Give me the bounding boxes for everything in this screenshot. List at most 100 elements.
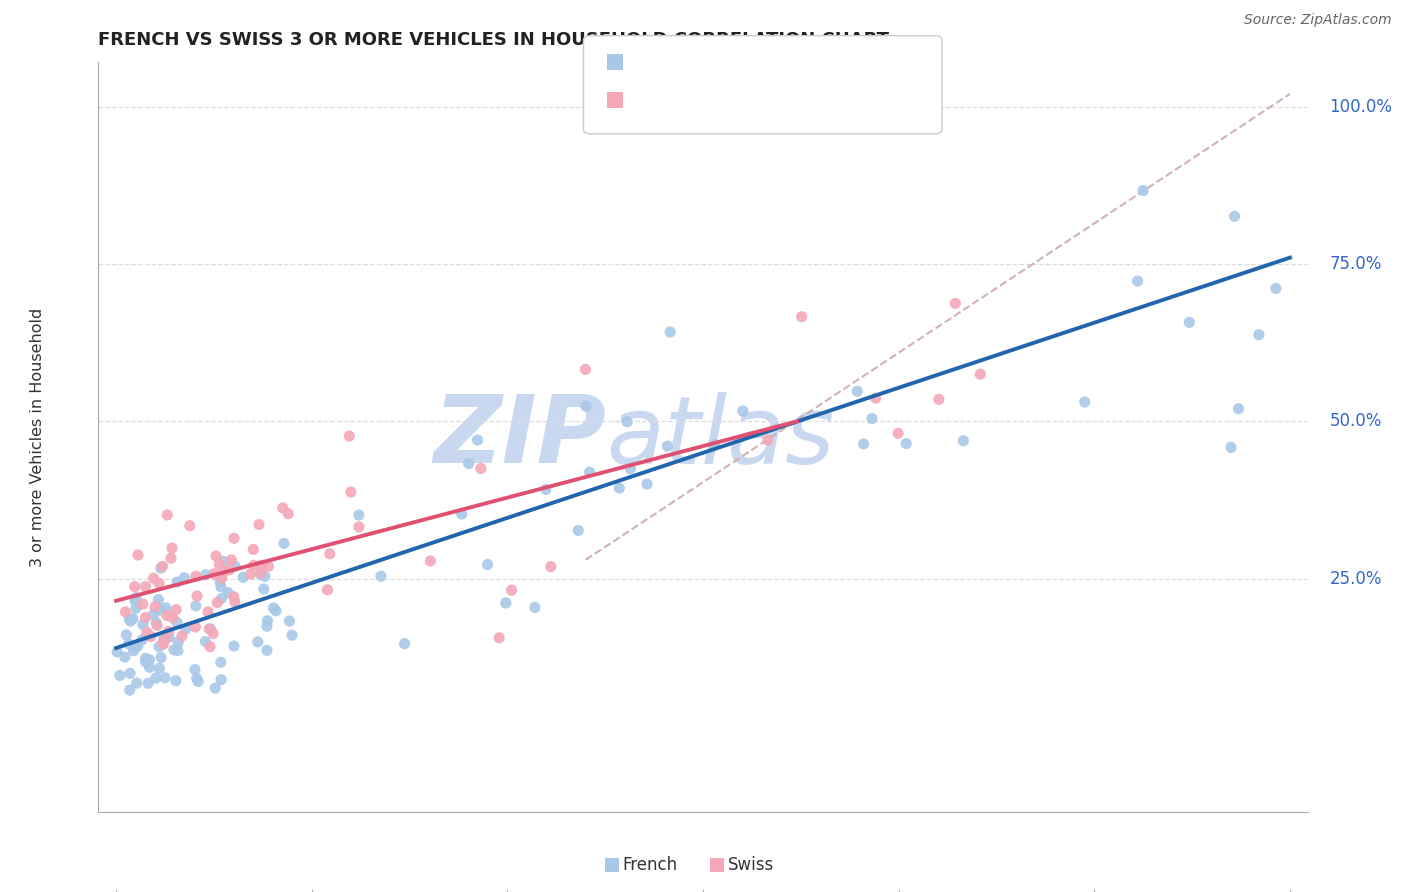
Point xyxy=(928,392,950,407)
Point xyxy=(153,671,176,685)
Text: 50.0%: 50.0% xyxy=(1329,412,1382,430)
Point xyxy=(118,637,141,651)
Point xyxy=(145,671,167,685)
Point xyxy=(253,582,276,596)
Point xyxy=(370,569,392,583)
Point xyxy=(122,612,145,626)
Point xyxy=(467,433,489,447)
Point xyxy=(534,483,557,497)
Point xyxy=(224,559,246,574)
Point xyxy=(457,457,479,471)
Point xyxy=(281,628,304,642)
Point xyxy=(209,580,232,594)
Point xyxy=(1220,441,1243,455)
Point xyxy=(1073,395,1095,409)
Point xyxy=(136,676,159,690)
Point xyxy=(263,601,285,615)
Text: FRENCH VS SWISS 3 OR MORE VEHICLES IN HOUSEHOLD CORRELATION CHART: FRENCH VS SWISS 3 OR MORE VEHICLES IN HO… xyxy=(98,31,890,49)
Point xyxy=(202,566,225,581)
Point xyxy=(118,612,141,626)
Point xyxy=(200,622,222,636)
Point xyxy=(105,645,128,659)
Point xyxy=(253,569,276,583)
Point xyxy=(114,605,136,619)
Point xyxy=(184,569,207,583)
Point xyxy=(162,611,184,625)
Point xyxy=(952,434,974,448)
Point xyxy=(575,399,598,413)
Point xyxy=(114,650,136,665)
Text: N =: N = xyxy=(778,91,817,109)
Text: Source: ZipAtlas.com: Source: ZipAtlas.com xyxy=(1244,13,1392,28)
Point xyxy=(160,551,183,566)
Point xyxy=(155,632,177,647)
Point xyxy=(118,683,141,698)
Point xyxy=(264,604,287,618)
Point xyxy=(477,558,499,572)
Point xyxy=(887,426,910,441)
Point xyxy=(160,541,183,556)
Point xyxy=(221,553,243,567)
Point xyxy=(194,567,217,582)
Point xyxy=(120,614,142,628)
Point xyxy=(148,576,170,591)
Point xyxy=(209,656,232,670)
Point xyxy=(211,571,233,585)
Text: 25.0%: 25.0% xyxy=(1329,570,1382,588)
Point xyxy=(246,635,269,649)
Point xyxy=(131,632,153,647)
Point xyxy=(249,567,271,582)
Point xyxy=(222,531,245,545)
Point xyxy=(139,630,162,644)
Point xyxy=(659,325,682,339)
Point xyxy=(142,571,165,585)
Point xyxy=(277,507,299,521)
Point xyxy=(271,500,294,515)
Point xyxy=(1223,210,1246,224)
Point xyxy=(222,590,245,604)
Point xyxy=(207,595,229,609)
Point xyxy=(616,415,638,429)
Point xyxy=(142,607,165,622)
Point xyxy=(619,461,641,475)
Point xyxy=(132,617,155,632)
Point xyxy=(152,559,174,574)
Point xyxy=(122,644,145,658)
Point xyxy=(249,566,271,580)
Point xyxy=(337,429,360,443)
Text: R =: R = xyxy=(652,91,692,109)
Point xyxy=(257,559,280,574)
Point xyxy=(340,485,363,500)
Point xyxy=(501,583,523,598)
Point xyxy=(256,614,278,628)
Point xyxy=(138,660,160,674)
Point xyxy=(209,673,232,687)
Point xyxy=(108,668,131,682)
Point xyxy=(607,481,630,495)
Point xyxy=(194,634,217,648)
Point xyxy=(347,520,370,534)
Point xyxy=(1126,274,1149,288)
Point xyxy=(790,310,813,324)
Point xyxy=(273,536,295,550)
Text: R =: R = xyxy=(652,54,692,71)
Point xyxy=(394,637,416,651)
Text: French: French xyxy=(623,856,678,874)
Point xyxy=(148,592,170,607)
Point xyxy=(419,554,441,568)
Point xyxy=(860,411,883,425)
Point xyxy=(149,603,172,617)
Point xyxy=(186,589,208,603)
Point xyxy=(208,558,231,572)
Point xyxy=(125,591,148,605)
Point xyxy=(540,559,562,574)
Point xyxy=(567,524,589,538)
Point xyxy=(152,630,174,644)
Point xyxy=(150,650,173,665)
Point xyxy=(184,599,207,613)
Point xyxy=(166,575,188,590)
Point xyxy=(152,637,174,651)
Point xyxy=(155,600,177,615)
Point xyxy=(347,508,370,522)
Point xyxy=(124,594,146,608)
